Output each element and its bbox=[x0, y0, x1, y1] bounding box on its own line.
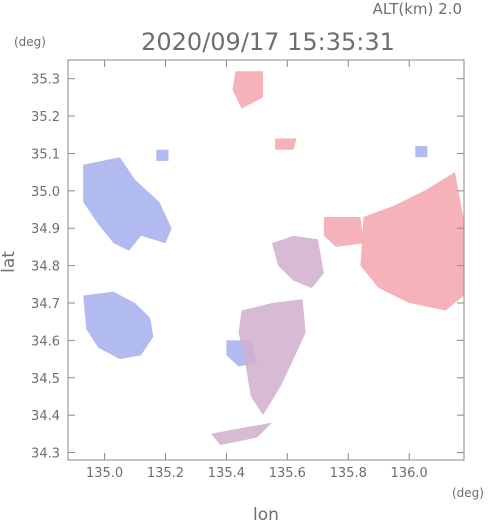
echo-region-mixed-overlay bbox=[211, 422, 273, 445]
x-tick-label: 135.2 bbox=[147, 466, 184, 481]
x-axis-label: lon bbox=[253, 505, 279, 521]
y-tick-label: 35.0 bbox=[31, 185, 60, 200]
y-tick-label: 34.9 bbox=[31, 222, 60, 237]
echo-region-mixed-overlay bbox=[272, 235, 324, 288]
echo-region-mixed bbox=[238, 299, 306, 416]
plot-frame bbox=[67, 59, 465, 461]
x-tick-label: 135.4 bbox=[208, 466, 245, 481]
echo-region-recede bbox=[275, 138, 297, 150]
y-tick-label: 34.3 bbox=[31, 447, 60, 462]
echo-regions bbox=[83, 71, 464, 445]
y-unit-label: (deg) bbox=[14, 35, 46, 49]
echo-region-recede bbox=[360, 172, 464, 311]
y-tick-label: 34.6 bbox=[31, 334, 60, 349]
x-tick-label: 136.0 bbox=[391, 466, 428, 481]
altitude-label: ALT(km) 2.0 bbox=[373, 0, 462, 18]
echo-region-recede bbox=[323, 217, 364, 247]
y-tick-label: 35.3 bbox=[31, 73, 60, 88]
x-tick-label: 135.6 bbox=[269, 466, 306, 481]
y-tick-label: 34.8 bbox=[31, 260, 60, 275]
echo-region-mixed bbox=[272, 235, 324, 288]
y-tick-label: 35.1 bbox=[31, 147, 60, 162]
echo-region-mixed-overlay bbox=[238, 299, 306, 416]
y-axis-label: lat bbox=[0, 251, 19, 273]
echo-region-approach bbox=[415, 146, 428, 158]
x-unit-label: (deg) bbox=[452, 486, 484, 500]
echo-region-approach bbox=[83, 157, 172, 251]
echo-region-mixed bbox=[211, 422, 273, 445]
y-tick-label: 35.2 bbox=[31, 110, 60, 125]
echo-region-approach bbox=[83, 291, 154, 360]
echo-region-approach bbox=[156, 149, 169, 161]
y-tick-label: 34.5 bbox=[31, 372, 60, 387]
datetime-title: 2020/09/17 15:35:31 bbox=[141, 28, 395, 56]
y-tick-label: 34.7 bbox=[31, 297, 60, 312]
x-tick-label: 135.8 bbox=[330, 466, 367, 481]
echo-region-recede bbox=[232, 71, 263, 109]
y-tick-label: 34.4 bbox=[31, 409, 60, 424]
x-tick-label: 135.0 bbox=[86, 466, 123, 481]
axis-ticks: 135.0 135.2 135.4 135.6 135.8 136.0 34.3 34.4 34… bbox=[31, 60, 464, 481]
